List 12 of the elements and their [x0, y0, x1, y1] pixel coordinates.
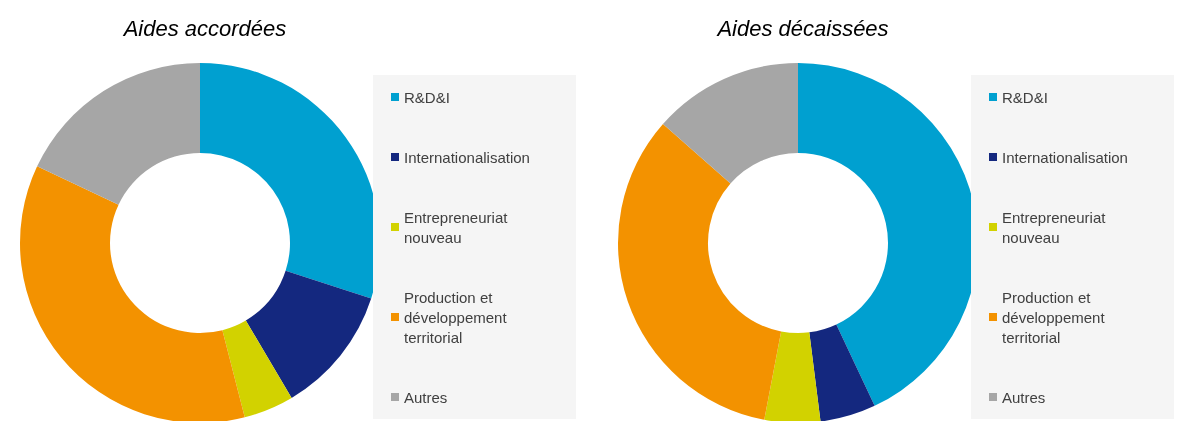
- legend-label: Autres: [404, 388, 448, 406]
- chart-title: Aides décaissées: [715, 15, 889, 41]
- legend-label: Internationalisation: [1002, 148, 1128, 166]
- legend-label: R&D&I: [1002, 88, 1048, 106]
- legend-label: Entrepreneuriat nouveau: [404, 208, 512, 246]
- legend-label: Production et développement territorial: [1002, 288, 1109, 346]
- legend-label: Internationalisation: [404, 148, 530, 166]
- legend-label: Entrepreneuriat nouveau: [1002, 208, 1110, 246]
- legend-label: Production et développement territorial: [404, 288, 511, 346]
- chart-title: Aides accordées: [121, 15, 287, 41]
- legend-label: R&D&I: [404, 88, 450, 106]
- legend-label: Autres: [1002, 388, 1046, 406]
